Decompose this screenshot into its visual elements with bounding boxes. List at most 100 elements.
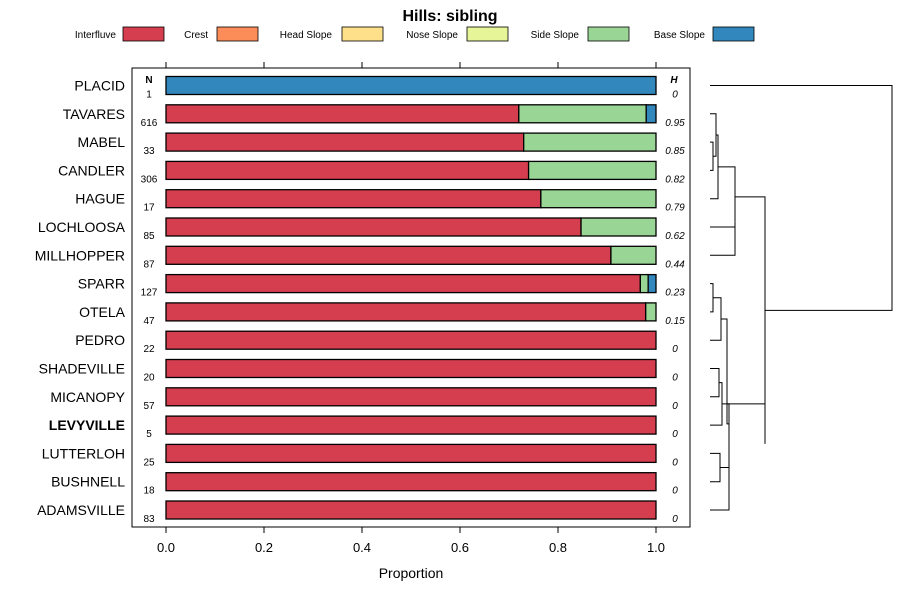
row-label: TAVARES [63,106,125,122]
row-label: LOCHLOOSA [38,219,126,235]
dendrogram-branch [710,452,721,483]
dendrogram-branch [710,297,722,341]
bar-segment [165,217,582,237]
n-value: 57 [143,401,155,412]
n-value: 127 [141,288,158,299]
panel-border [131,67,691,528]
legend-swatch [341,26,384,42]
dendrogram-branch [718,166,736,222]
legend-swatch [122,26,165,42]
n-value: 47 [143,316,155,327]
h-value: 0 [672,401,678,412]
legend-label: Crest [184,30,208,41]
x-axis-label: Proportion [379,565,444,581]
legend-label: Head Slope [280,30,333,41]
bars [165,75,657,520]
h-value: 0 [672,486,678,497]
bar-segment [639,273,649,294]
n-value: 20 [143,373,155,384]
legend: Interfluve Crest Head Slope Nose Slope Side … [75,26,755,42]
h-value: 0.79 [665,203,685,214]
bar-segment [165,330,657,350]
legend-label: Nose Slope [406,30,458,41]
n-header: N [145,75,152,86]
row-label: LUTTERLOH [42,445,125,461]
dendrogram-branch [710,283,714,313]
legend-swatch [466,26,509,42]
bar-segment [165,245,612,265]
n-value: 87 [143,259,155,270]
n-value: 5 [146,429,152,440]
dendrogram-branch [710,382,723,426]
h-value: 0.85 [665,146,685,157]
legend-swatch [216,26,259,42]
h-header: H [670,75,678,86]
x-tick-label: 1.0 [647,540,665,555]
bar-segment [165,273,641,294]
bar-segment [518,104,647,124]
legend-swatch [712,26,755,42]
dendrogram-branch [721,318,729,425]
row-label: ADAMSVILLE [37,502,125,518]
bar-segment [165,104,520,124]
h-value: 0 [672,90,678,101]
bar-segment [165,160,530,181]
h-value: 0 [672,344,678,355]
h-value: 0.82 [665,174,685,185]
n-value: 616 [141,118,158,129]
row-label: OTELA [79,304,126,320]
bar-segment [610,245,657,265]
n-value: 83 [143,514,155,525]
row-label: MILLHOPPER [35,247,125,263]
h-value: 0.15 [665,316,685,327]
h-value: 0 [672,457,678,468]
dendrogram-branch [735,196,766,444]
n-value: 85 [143,231,155,242]
row-label: CANDLER [58,162,125,178]
plot-panel [131,67,691,528]
h-value: 0 [672,373,678,384]
bar-segment [527,160,657,181]
x-tick-label: 0.2 [255,540,273,555]
dendrogram-branch [710,368,720,398]
h-value: 0 [672,429,678,440]
bar-segment [580,217,657,237]
h-value: 0.95 [665,118,685,129]
bar-segment [645,104,657,124]
row-label: SHADEVILLE [39,361,125,377]
bar-segment [165,75,657,96]
n-value: 25 [143,457,155,468]
row-labels: N H PLACID 1 0 TAVARES 616 0.95 MABEL 33 0.85 CANDL… [35,75,685,525]
legend-label: Side Slope [531,30,580,41]
bar-segment [165,472,657,492]
bar-segment [645,302,657,322]
n-value: 33 [143,146,155,157]
legend-label: Base Slope [654,30,706,41]
n-value: 22 [143,344,155,355]
bar-segment [647,273,657,294]
n-value: 1 [146,90,152,101]
legend-swatch [587,26,630,42]
row-label: MICANOPY [50,389,125,405]
bar-segment [540,189,657,209]
legend-label: Interfluve [75,30,117,41]
row-label: PEDRO [75,332,125,348]
row-label: PLACID [74,78,125,94]
bar-segment [523,132,657,152]
row-label: MABEL [78,134,126,150]
bar-segment [165,443,657,464]
bar-segment [165,358,657,379]
x-tick-label: 0.0 [157,540,175,555]
n-value: 306 [141,174,158,185]
bar-segment [165,189,542,209]
chart-title: Hills: sibling [402,8,497,25]
h-value: 0.44 [665,259,685,270]
dendrogram-branch [710,141,714,171]
x-axis: 0.0 0.2 0.4 0.6 0.8 1.0 [157,62,665,555]
bar-segment [165,302,647,322]
dendrogram-branch [710,226,736,256]
x-tick-label: 0.8 [549,540,567,555]
h-value: 0.62 [665,231,685,242]
row-label: HAGUE [75,191,125,207]
